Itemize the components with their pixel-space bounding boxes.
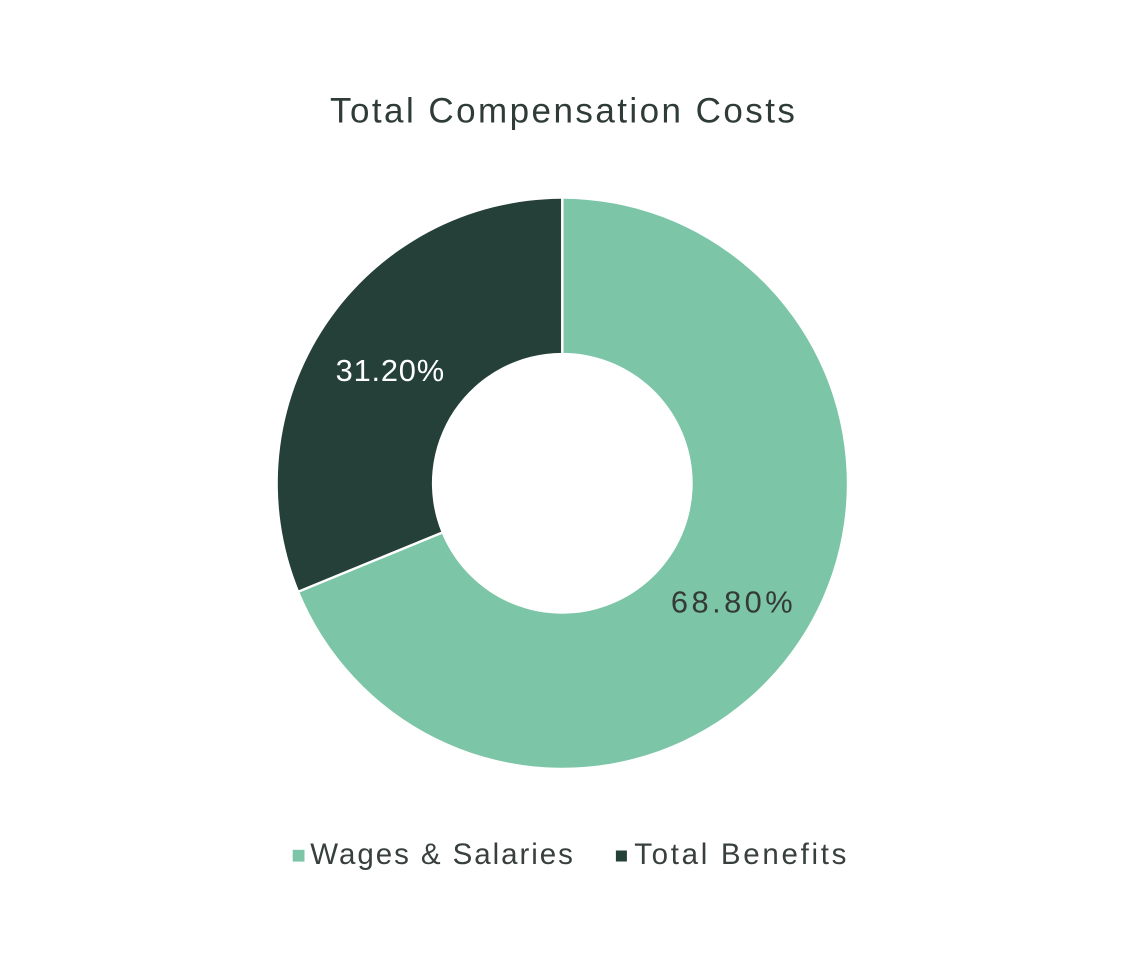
svg-text:Wages & Salaries: Wages & Salaries bbox=[310, 838, 575, 871]
svg-text:68.80%: 68.80% bbox=[671, 585, 796, 620]
svg-text:31.20%: 31.20% bbox=[336, 353, 445, 388]
svg-text:Total Compensation Costs: Total Compensation Costs bbox=[330, 91, 797, 130]
svg-text:Total Benefits: Total Benefits bbox=[634, 838, 849, 871]
